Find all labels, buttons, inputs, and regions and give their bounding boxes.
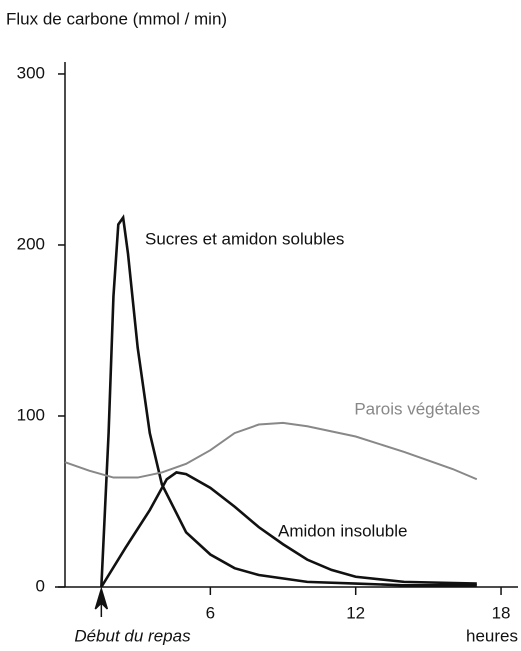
series-label: Sucres et amidon solubles: [145, 229, 344, 248]
y-axis-label: Flux de carbone (mmol / min): [6, 9, 227, 28]
y-tick-label: 200: [17, 234, 45, 253]
series-line: [100, 214, 477, 588]
y-tick-label: 300: [17, 63, 45, 82]
series-line: [64, 421, 478, 481]
annotation: Début du repas: [74, 626, 191, 645]
x-tick-label: 12: [346, 603, 365, 622]
x-tick-label: 18: [492, 603, 511, 622]
y-tick-label: 100: [17, 405, 45, 424]
x-axis-label: heures: [466, 626, 518, 645]
annotation-arrow: [94, 586, 109, 617]
x-tick-label: 6: [206, 603, 215, 622]
series-label: Amidon insoluble: [278, 521, 407, 540]
series-label: Parois végétales: [354, 399, 480, 418]
series-line: [100, 471, 477, 588]
y-tick-label: 0: [36, 576, 45, 595]
